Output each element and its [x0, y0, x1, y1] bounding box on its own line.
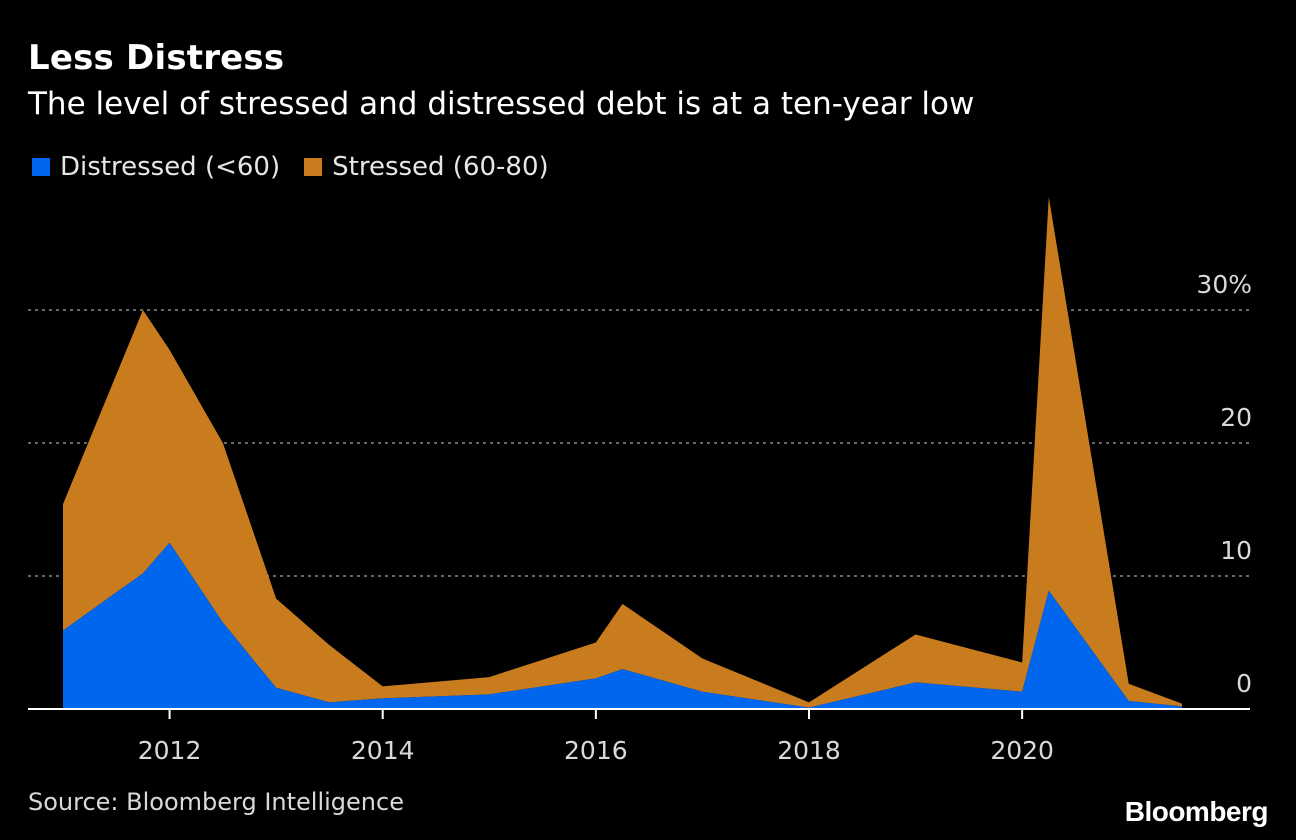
legend-label-stressed: Stressed (60-80): [332, 152, 549, 182]
area-series-stressed: [63, 196, 1182, 708]
x-axis-labels: 2012 2014 2016 2018 2020: [138, 736, 1054, 765]
y-tick-label-20: 20: [1220, 403, 1252, 432]
chart-subtitle: The level of stressed and distressed deb…: [28, 86, 975, 122]
area-series-distressed: [63, 542, 1182, 709]
x-tick-label-2020: 2020: [990, 736, 1054, 765]
legend-item-stressed: Stressed (60-80): [304, 152, 549, 182]
stacked-areas: [63, 196, 1182, 709]
x-axis: [28, 708, 1250, 719]
legend-label-distressed: Distressed (<60): [60, 152, 281, 182]
chart-title: Less Distress: [28, 38, 285, 78]
x-tick-label-2018: 2018: [777, 736, 841, 765]
legend-swatch-distressed: [32, 158, 50, 176]
x-tick-label-2012: 2012: [138, 736, 202, 765]
x-tick-label-2016: 2016: [564, 736, 628, 765]
legend-item-distressed: Distressed (<60): [32, 152, 280, 182]
source-note: Source: Bloomberg Intelligence: [28, 788, 404, 816]
y-axis-labels: 0 10 20 30%: [1196, 270, 1252, 698]
legend-swatch-stressed: [304, 158, 323, 176]
y-tick-label-30: 30%: [1196, 270, 1252, 299]
bloomberg-logo: Bloomberg: [1124, 796, 1269, 827]
x-tick-label-2014: 2014: [351, 736, 415, 765]
y-tick-label-0: 0: [1236, 669, 1252, 698]
y-tick-label-10: 10: [1220, 536, 1252, 565]
legend: Distressed (<60) Stressed (60-80): [32, 152, 573, 182]
